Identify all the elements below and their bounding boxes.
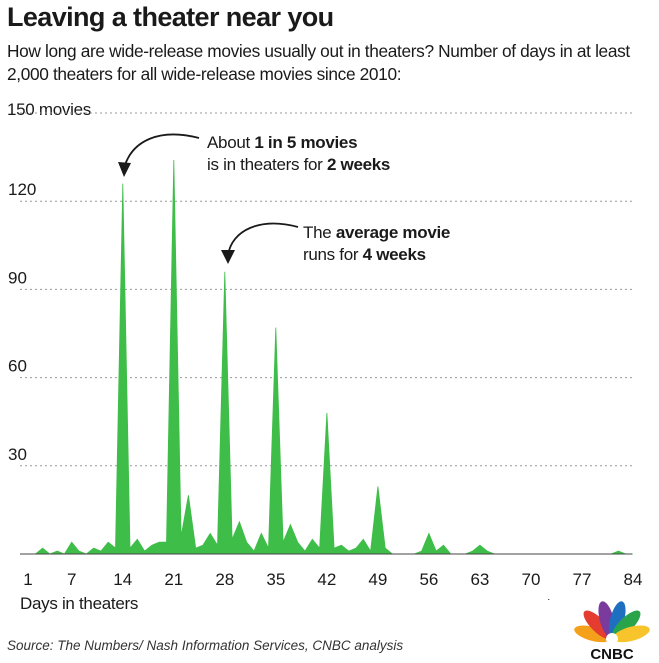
x-tick-label: 77 (573, 570, 592, 589)
chart-subtitle: How long are wide-release movies usually… (7, 41, 630, 84)
annotation-arrow-2-head (221, 250, 235, 264)
y-tick-label: 60 (8, 357, 27, 376)
y-tick-label: 120 (8, 180, 36, 199)
y-axis-top-label: 150 movies (7, 100, 91, 119)
area-series-days-in-theaters (28, 159, 633, 555)
x-axis-title: Days in theaters (20, 594, 139, 613)
x-tick-label: 84 (624, 570, 643, 589)
chart-title: Leaving a theater near you (7, 2, 334, 32)
x-axis-arrow-head (548, 599, 550, 600)
x-tick-label: 35 (266, 570, 285, 589)
x-tick-label: 1 (23, 570, 32, 589)
chart-svg: 30 60 90 120 1 7 14 21 28 35 42 49 56 63 70 77 84 (8, 112, 642, 600)
x-tick-labels: 1 7 14 21 28 35 42 49 56 63 70 77 84 (23, 570, 642, 589)
area-series (28, 159, 633, 555)
y-tick-label: 30 (8, 445, 27, 464)
annotation-arrow-1 (123, 133, 200, 169)
y-tick-label: 90 (8, 268, 27, 287)
x-tick-label: 49 (368, 570, 387, 589)
x-tick-label: 56 (419, 570, 438, 589)
x-tick-label: 7 (67, 570, 76, 589)
y-tick-labels: 30 60 90 120 (8, 180, 36, 464)
annotation-four-weeks: The average movie runs for 4 weeks (303, 223, 451, 264)
x-tick-label: 21 (164, 570, 183, 589)
annotation-arrow-2 (227, 222, 299, 256)
cnbc-logo-text: CNBC (590, 646, 633, 661)
cnbc-peacock-logo: CNBC (574, 601, 650, 661)
x-tick-label: 14 (113, 570, 132, 589)
x-tick-label: 42 (317, 570, 336, 589)
x-tick-label: 28 (215, 570, 234, 589)
x-tick-label: 70 (521, 570, 540, 589)
source-note: Source: The Numbers/ Nash Information Se… (7, 638, 404, 653)
x-tick-label: 63 (470, 570, 489, 589)
annotation-arrow-1-head (118, 162, 131, 177)
annotation-two-weeks: About 1 in 5 movies is in theaters for 2… (207, 133, 391, 174)
